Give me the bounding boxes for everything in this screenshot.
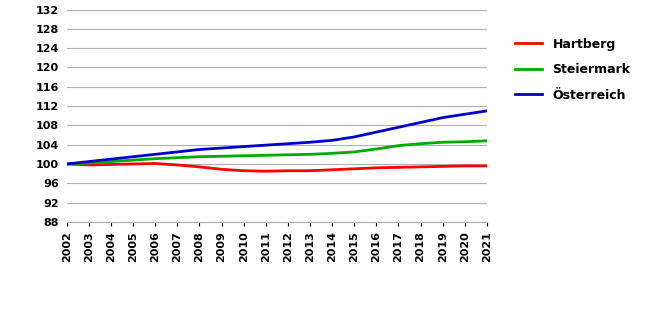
Österreich [394,126,402,129]
Steiermark [129,158,137,162]
Hartberg [63,162,71,166]
Österreich [439,116,447,120]
Hartberg [328,168,336,172]
Hartberg [217,167,225,171]
Österreich [63,162,71,166]
Hartberg [372,166,380,170]
Steiermark [151,157,159,161]
Legend: Hartberg, Steiermark, Österreich: Hartberg, Steiermark, Österreich [510,33,636,107]
Hartberg [151,162,159,165]
Steiermark [328,152,336,155]
Hartberg [239,169,247,173]
Österreich [195,148,203,152]
Hartberg [439,165,447,168]
Hartberg [173,163,181,167]
Österreich [372,130,380,134]
Steiermark [195,155,203,158]
Österreich [151,152,159,156]
Steiermark [306,152,314,156]
Hartberg [483,164,491,168]
Steiermark [372,147,380,151]
Österreich [328,139,336,142]
Österreich [483,109,491,113]
Steiermark [284,153,292,157]
Steiermark [417,142,425,146]
Österreich [217,146,225,150]
Steiermark [394,144,402,147]
Österreich [461,112,469,116]
Steiermark [63,162,71,166]
Steiermark [85,161,93,165]
Hartberg [461,164,469,168]
Österreich [129,155,137,158]
Steiermark [483,139,491,143]
Line: Steiermark: Steiermark [67,141,487,164]
Steiermark [107,160,115,164]
Steiermark [173,156,181,159]
Hartberg [85,163,93,167]
Österreich [85,160,93,164]
Steiermark [239,154,247,158]
Österreich [417,120,425,124]
Steiermark [461,140,469,144]
Österreich [284,142,292,146]
Hartberg [350,167,358,171]
Hartberg [394,165,402,169]
Hartberg [417,165,425,169]
Hartberg [306,169,314,173]
Österreich [173,150,181,154]
Steiermark [261,153,269,157]
Österreich [239,145,247,148]
Hartberg [107,163,115,166]
Hartberg [195,165,203,169]
Line: Hartberg: Hartberg [67,164,487,171]
Hartberg [261,169,269,173]
Österreich [350,135,358,139]
Österreich [107,157,115,161]
Steiermark [350,150,358,154]
Line: Österreich: Österreich [67,111,487,164]
Österreich [306,140,314,144]
Österreich [261,143,269,147]
Hartberg [284,169,292,173]
Steiermark [439,140,447,144]
Hartberg [129,162,137,166]
Steiermark [217,154,225,158]
